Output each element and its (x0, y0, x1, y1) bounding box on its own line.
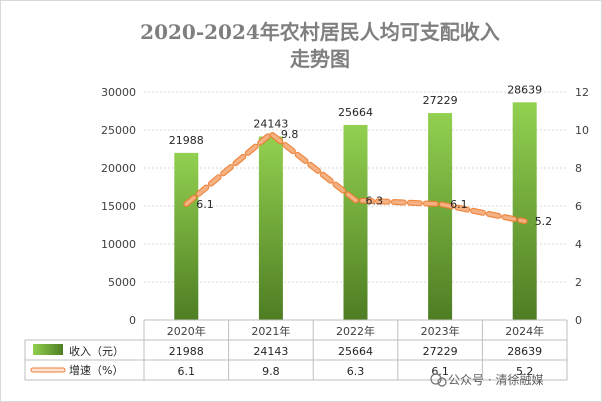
y-left-tick-label: 25000 (101, 124, 136, 137)
growth-line (184, 132, 527, 223)
legend-bar-swatch (33, 344, 63, 355)
chart-title-line-2: 走势图 (290, 47, 350, 71)
bar-data-label: 28639 (507, 83, 542, 96)
y-right-tick-label: 6 (575, 200, 582, 213)
table-cell-growth: 6.1 (431, 365, 449, 378)
bar-series: 21988 24143 25664 27229 28639 (169, 83, 542, 320)
x-tick-label: 2021年 (251, 324, 290, 338)
table-cell-income: 25664 (338, 345, 373, 358)
x-tick-label: 2022年 (336, 324, 375, 338)
line-series: 6.1 9.8 6.3 6.1 5.2 (183, 128, 553, 228)
line-data-label: 6.1 (196, 198, 214, 211)
bar-data-label: 27229 (423, 94, 458, 107)
x-tick-label: 2023年 (421, 324, 460, 338)
y-right-tick-label: 0 (575, 314, 582, 327)
bar (174, 152, 199, 320)
legend-line-label: 增速（%） (69, 363, 123, 377)
y-right-tick-label: 10 (575, 124, 589, 137)
bar-data-label: 25664 (338, 106, 373, 119)
line-data-label: 9.8 (281, 128, 299, 141)
table-cell-income: 27229 (423, 345, 458, 358)
y-left-tick-label: 30000 (101, 86, 136, 99)
bar-data-label: 21988 (169, 134, 204, 147)
table-cell-income: 21988 (169, 345, 204, 358)
watermark-text: 公众号 · 清徐融媒 (448, 372, 543, 387)
table-cell-income: 28639 (507, 345, 542, 358)
bar (512, 102, 537, 320)
y-left-tick-label: 5000 (108, 276, 136, 289)
line-data-label: 5.2 (535, 215, 553, 228)
bar-data-label: 24143 (253, 118, 288, 131)
line-data-label: 6.1 (450, 198, 468, 211)
bar (258, 136, 283, 320)
y-left-tick-label: 20000 (101, 162, 136, 175)
wechat-icon (430, 373, 447, 387)
watermark: 公众号 · 清徐融媒 (430, 372, 543, 387)
y-left-tick-label: 10000 (101, 238, 136, 251)
table-cell-growth: 6.1 (178, 365, 196, 378)
chart-title-line-1: 2020-2024年农村居民人均可支配收入 (140, 20, 500, 44)
table-cell-growth: 5.2 (516, 365, 534, 378)
table-cell-growth: 9.8 (262, 365, 280, 378)
y-right-tick-label: 2 (575, 276, 582, 289)
y-right-tick-label: 12 (575, 86, 589, 99)
axes: 0 5000 10000 15000 20000 25000 30000 0 2 4 6 8 10 12 (101, 86, 589, 327)
table-cell-growth: 6.3 (347, 365, 365, 378)
x-tick-label: 2024年 (505, 324, 544, 338)
bar (343, 124, 368, 320)
legend-bar-label: 收入（元） (69, 344, 124, 358)
y-left-tick-label: 0 (129, 314, 136, 327)
bar (428, 113, 453, 320)
y-right-tick-label: 4 (575, 238, 582, 251)
table-cell-income: 24143 (253, 345, 288, 358)
y-left-tick-label: 15000 (101, 200, 136, 213)
y-right-tick-label: 8 (575, 162, 582, 175)
line-data-label: 6.3 (366, 194, 384, 207)
x-tick-label: 2020年 (167, 324, 206, 338)
